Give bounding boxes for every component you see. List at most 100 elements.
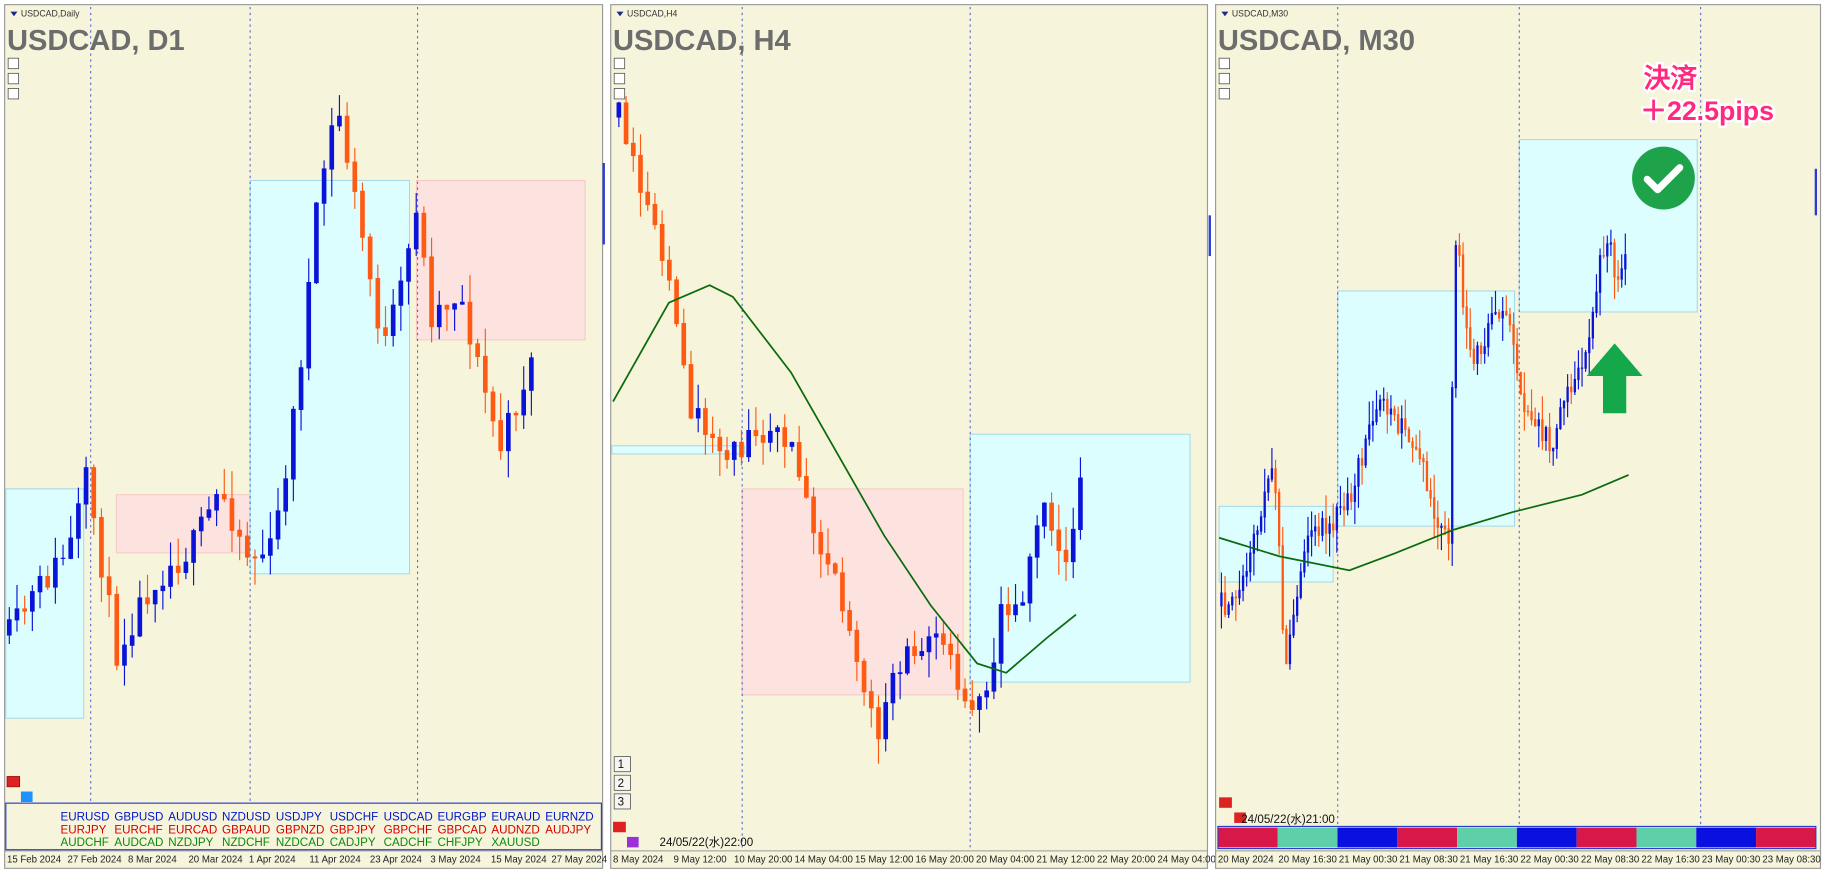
candle-body [1580,367,1584,369]
scale-button[interactable] [613,57,626,70]
scale-button[interactable] [7,88,20,100]
pair-button[interactable]: AUDJPY [545,823,591,836]
toggle-button[interactable] [20,791,33,802]
candle-body [717,436,723,452]
pair-button[interactable]: NZDJPY [168,836,213,849]
candle-body [1396,414,1400,434]
candle-body [1476,345,1479,364]
candle-body [1411,441,1414,448]
candle-body [452,303,457,310]
candle-body [941,633,946,645]
pair-button[interactable]: GBPJPY [330,823,376,836]
pair-button[interactable]: XAUUSD [491,836,539,849]
candle-body [998,604,1004,664]
pair-button[interactable]: USDCAD [384,811,433,824]
toggle-button[interactable] [627,836,639,848]
check-icon [1632,146,1695,210]
candle-body [1616,276,1620,280]
date-label: 1 Apr 2024 [249,855,296,866]
pair-button[interactable]: USDJPY [276,811,322,824]
date-label: 16 May 20:00 [915,855,973,866]
pair-button[interactable]: GBPCAD [438,823,487,836]
candle-body [1620,268,1623,280]
close-button[interactable] [6,776,21,788]
candle-body [969,700,975,710]
pair-button[interactable]: AUDUSD [168,811,217,824]
candle-body [1418,448,1421,460]
candle-body [1515,343,1519,374]
date-label: 27 May 2024 [551,855,607,866]
pair-button[interactable]: GBPNZD [276,823,324,836]
candle-body [398,280,404,306]
candle-body [652,203,658,226]
date-label: 11 Apr 2024 [309,855,361,866]
pair-button[interactable]: AUDCHF [60,836,108,849]
candle-body [268,538,273,556]
scale-button[interactable] [613,72,626,85]
pair-button[interactable]: CHFJPY [438,836,483,849]
pair-button[interactable]: AUDNZD [491,823,539,836]
candle-body [1350,493,1353,503]
pair-button[interactable]: CADCHF [384,836,432,849]
candle-body [804,475,809,498]
candle-body [1429,490,1432,499]
period-button-label: 3 [618,795,624,808]
pair-button[interactable]: EURAUD [491,811,540,824]
date-label: 20 May 04:00 [976,855,1034,866]
toggle-button[interactable] [1234,812,1246,823]
pair-button[interactable]: EURNZD [545,811,593,824]
close-button[interactable] [1219,797,1232,808]
period-button[interactable] [613,756,631,773]
candle-body [1436,517,1439,528]
candle-body [421,212,427,258]
candle-body [630,142,636,157]
zone-box-blue [611,445,745,455]
scale-button[interactable] [1218,57,1230,70]
pair-button[interactable]: EURCHF [114,823,162,836]
candle-body [1519,372,1522,395]
pair-button[interactable]: NZDUSD [222,811,270,824]
candle-body [775,427,780,433]
candle-body [1526,410,1530,413]
pair-button[interactable]: EURCAD [168,823,217,836]
candle-body [383,327,388,337]
pair-button[interactable]: GBPCHF [384,823,432,836]
candle-body [1461,254,1465,308]
candle-body [1295,596,1299,616]
candle-body [948,643,953,656]
pair-button[interactable]: AUDCAD [114,836,163,849]
window-menu-icon [616,11,624,17]
pair-button[interactable]: EURJPY [60,823,106,836]
session-strip [1337,827,1398,848]
pair-button[interactable]: CADJPY [330,836,376,849]
pair-button[interactable]: GBPUSD [114,811,163,824]
scale-button[interactable] [1218,88,1230,100]
candle-body [1263,491,1266,518]
pair-button[interactable]: NZDCAD [276,836,324,849]
period-button[interactable] [613,774,631,791]
candle-body [275,510,281,540]
window-menu-icon [10,11,18,17]
date-label: 15 Feb 2024 [7,855,62,866]
candle-body [818,532,824,555]
scale-button[interactable] [613,88,626,100]
pair-button[interactable]: GBPAUD [222,823,270,836]
candle-body [688,364,694,419]
scale-button[interactable] [7,72,20,85]
scale-button[interactable] [1218,72,1230,85]
candle-body [91,467,97,519]
pair-button[interactable]: NZDCHF [222,836,270,849]
candle-body [1443,525,1447,530]
candle-body [1440,525,1443,528]
candle-body [1606,243,1609,257]
pair-button[interactable]: USDCHF [330,811,378,824]
candle-body [1234,596,1238,599]
scale-button[interactable] [7,57,20,70]
pair-button[interactable]: EURGBP [438,811,487,824]
period-button[interactable] [613,793,631,810]
close-button[interactable] [613,821,626,833]
candle-body [252,556,258,559]
pair-button[interactable]: EURUSD [60,811,109,824]
candle-body [1063,549,1069,563]
candle-body [321,168,327,204]
